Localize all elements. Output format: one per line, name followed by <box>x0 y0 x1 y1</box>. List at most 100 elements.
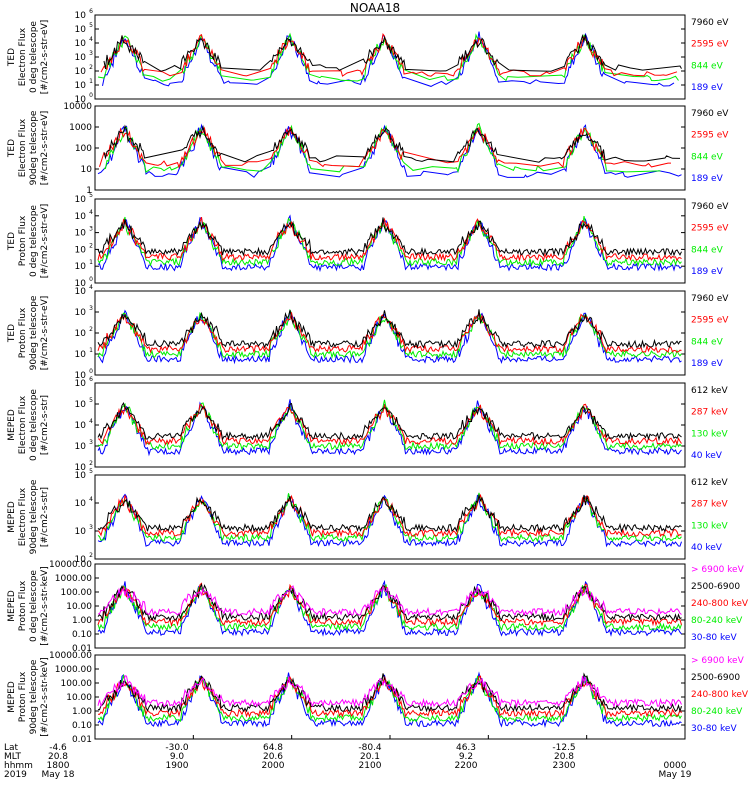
panel-frame <box>94 198 686 284</box>
x-lat-label: 64.8 <box>263 743 283 753</box>
x-row-label: MLT <box>4 752 22 762</box>
legend-item: 80-240 keV <box>691 616 743 626</box>
legend-item: 2595 eV <box>691 40 729 50</box>
y-tick-exponent: 6 <box>89 8 93 15</box>
x-hhmm-label: 2000 <box>262 761 285 771</box>
y-tick-exponent: 6 <box>89 376 93 383</box>
y-tick-exponent: 2 <box>89 242 93 249</box>
series-trace <box>97 214 682 273</box>
y-axis-label: [#/cm2-s-str] <box>40 487 50 547</box>
y-tick-exponent: 4 <box>89 418 93 425</box>
y-axis-label: TED <box>7 324 17 343</box>
y-tick-exponent: 4 <box>89 496 93 503</box>
y-axis-label: 0 deg telescope <box>29 570 39 642</box>
y-tick-label: 10 <box>75 371 87 381</box>
y-tick-exponent: 5 <box>89 397 93 404</box>
legend-item: 844 eV <box>691 245 724 255</box>
y-axis-label: [#/cm2-s-str-keV] <box>40 657 50 736</box>
series-trace <box>97 671 682 728</box>
x-lat-label: 46.3 <box>456 743 476 753</box>
y-axis-label: Electron Flux <box>18 395 28 454</box>
y-axis-label: Electron Flux <box>18 118 28 177</box>
y-tick-label: 10 <box>81 165 93 175</box>
series-trace <box>102 31 675 87</box>
legend-item: 189 eV <box>691 267 724 277</box>
legend-item: 30-80 keV <box>691 724 737 734</box>
y-tick-label: 1.00 <box>72 616 92 626</box>
y-tick-label: 10 <box>75 350 87 360</box>
x-date-label: May 18 <box>42 770 75 780</box>
y-tick-label: 100.00 <box>61 588 93 598</box>
y-tick-label: 10 <box>75 308 87 318</box>
y-tick-label: 10 <box>75 39 87 49</box>
y-tick-label: 1.00 <box>72 707 92 717</box>
series-trace <box>97 217 682 257</box>
y-axis-label: Proton Flux <box>18 215 28 266</box>
x-hhmm-label: 0000 <box>664 761 687 771</box>
legend-item: 80-240 keV <box>691 707 743 717</box>
y-axis-label: 90deg telescope <box>29 479 39 554</box>
y-tick-exponent: 3 <box>89 50 93 57</box>
series-trace <box>97 583 682 623</box>
series-trace <box>97 309 682 349</box>
x-lat-label: -4.6 <box>49 743 67 753</box>
y-axis-label: 90deg telescope <box>29 659 39 734</box>
y-axis-label: TED <box>7 139 17 158</box>
y-axis-label: 0 deg telescope <box>29 21 39 93</box>
y-axis-label: [#/cm2-s-str-eV] <box>40 296 50 371</box>
y-tick-exponent: 2 <box>89 460 93 467</box>
y-axis-label: Proton Flux <box>18 580 28 631</box>
y-tick-label: 10 <box>75 229 87 239</box>
y-tick-label: 100 <box>75 144 92 154</box>
y-tick-label: 1000 <box>69 123 92 133</box>
y-tick-exponent: 5 <box>89 468 93 475</box>
legend-item: 40 keV <box>691 543 723 553</box>
x-hhmm-label: 1900 <box>166 761 189 771</box>
series-trace <box>97 401 682 442</box>
x-hhmm-label: 2100 <box>359 761 382 771</box>
series-trace <box>97 579 682 637</box>
legend-item: 287 keV <box>691 408 728 418</box>
y-tick-label: 10 <box>75 555 87 565</box>
y-tick-exponent: 5 <box>89 192 93 199</box>
y-axis-label: 90deg telescope <box>29 110 39 185</box>
y-tick-label: 0.10 <box>72 630 92 640</box>
y-tick-label: 10000.00 <box>49 651 92 661</box>
y-tick-label: 10 <box>75 471 87 481</box>
panel-2: 1 10 100 1000 10000 TED Electron Flux 90deg tel… <box>7 102 729 196</box>
y-tick-label: 10 <box>75 25 87 35</box>
x-mlt-label: 20.8 <box>554 752 574 762</box>
x-mlt-label: 9.0 <box>170 752 185 762</box>
y-axis-label: 0 deg telescope <box>29 389 39 461</box>
y-tick-label: 10 <box>75 379 87 389</box>
panel-7: 0.01 0.10 1.00 10.00 100.00 1000.00 10000.00 ME… <box>7 560 749 654</box>
y-axis-label: Electron Flux <box>18 27 28 86</box>
y-axis-label: Proton Flux <box>18 307 28 358</box>
y-axis-label: MEPED <box>7 409 17 441</box>
y-tick-exponent: 3 <box>89 439 93 446</box>
panel-8: 0.01 0.10 1.00 10.00 100.00 1000.00 10000.00 ME… <box>7 651 749 745</box>
y-tick-label: 10 <box>75 53 87 63</box>
y-tick-exponent: 4 <box>89 284 93 291</box>
y-tick-label: 10 <box>75 81 87 91</box>
legend-item: 2595 eV <box>691 316 729 326</box>
series-trace <box>97 123 682 178</box>
panel-frame <box>94 563 686 649</box>
series-trace <box>97 493 682 533</box>
y-tick-label: 1 <box>86 186 92 196</box>
x-mlt-label: 20.6 <box>263 752 283 762</box>
y-tick-label: 10 <box>75 212 87 222</box>
series-trace <box>97 584 682 617</box>
y-tick-label: 10 <box>75 245 87 255</box>
series-trace <box>99 126 671 169</box>
y-tick-label: 10 <box>75 95 87 105</box>
y-tick-exponent: 4 <box>89 36 93 43</box>
y-tick-exponent: 2 <box>89 552 93 559</box>
y-axis-label: 90deg telescope <box>29 295 39 370</box>
